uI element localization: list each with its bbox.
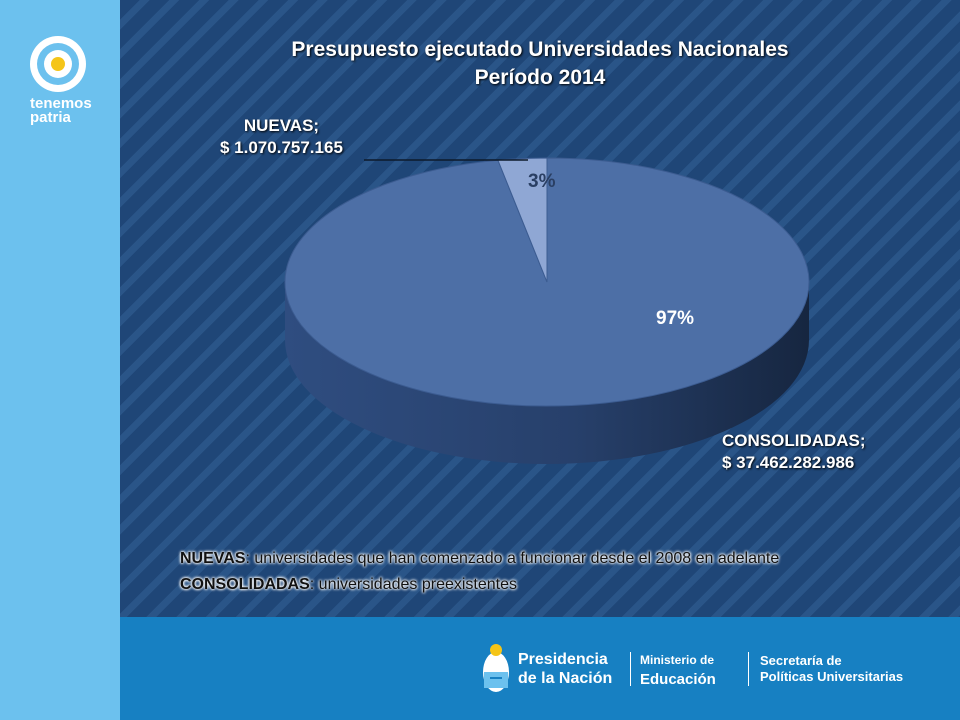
pie-chart: 3% 97% xyxy=(284,157,810,464)
presidencia-text: Presidencia de la Nación xyxy=(518,650,612,688)
legend-consolidadas-desc: : universidades preexistentes xyxy=(309,576,518,593)
consolidadas-amount: $ 37.462.282.986 xyxy=(722,453,855,472)
legend-consolidadas: CONSOLIDADAS: universidades preexistente… xyxy=(180,576,517,594)
tenemos-patria-logo-icon xyxy=(30,36,86,92)
secretaria-line2: Políticas Universitarias xyxy=(760,669,904,684)
ministerio-line2: Educación xyxy=(640,671,716,688)
nuevas-amount: $ 1.070.757.165 xyxy=(220,138,343,157)
consolidadas-name: CONSOLIDADAS; xyxy=(722,431,866,450)
chart-subtitle: Período 2014 xyxy=(474,66,606,89)
brand-line2: patria xyxy=(30,109,71,126)
legend-consolidadas-term: CONSOLIDADAS xyxy=(180,576,310,593)
legend-nuevas: NUEVAS: universidades que han comenzado … xyxy=(180,550,779,568)
national-shield-icon xyxy=(483,644,509,692)
ministerio-line1: Ministerio de xyxy=(640,653,715,667)
chart-area: Presupuesto ejecutado Universidades Naci… xyxy=(120,0,960,617)
sidebar: tenemos patria xyxy=(0,0,120,720)
footer xyxy=(120,617,960,720)
footer-divider-2 xyxy=(748,652,749,686)
presidencia-line1: Presidencia xyxy=(518,651,608,668)
pie-side-wall xyxy=(285,282,809,464)
nuevas-callout: NUEVAS; $ 1.070.757.165 xyxy=(220,115,343,159)
presidencia-line2: de la Nación xyxy=(518,670,613,687)
footer-divider-1 xyxy=(630,652,631,686)
slice-label-nuevas: 3% xyxy=(528,171,556,192)
brand-line1: tenemos xyxy=(30,95,92,112)
consolidadas-callout: CONSOLIDADAS; $ 37.462.282.986 xyxy=(722,430,866,474)
ministerio-text: Ministerio de Educación xyxy=(640,651,716,689)
secretaria-text: Secretaría de Políticas Universitarias xyxy=(760,653,903,685)
secretaria-line1: Secretaría de xyxy=(760,653,842,668)
legend-nuevas-term: NUEVAS xyxy=(180,550,246,567)
slice-label-consolidadas: 97% xyxy=(656,308,694,329)
brand-text: tenemos patria xyxy=(30,95,92,126)
chart-title: Presupuesto ejecutado Universidades Naci… xyxy=(291,38,789,61)
nuevas-name: NUEVAS; xyxy=(243,116,320,135)
legend-nuevas-desc: : universidades que han comenzado a func… xyxy=(245,550,780,567)
